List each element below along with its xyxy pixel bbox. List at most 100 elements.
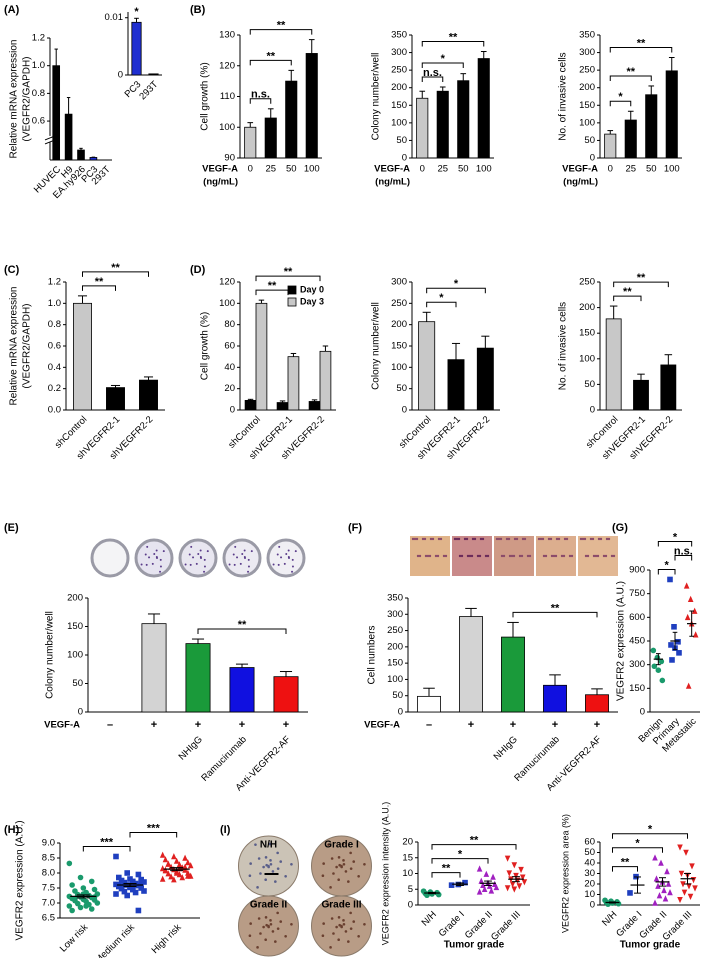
condition-value: + xyxy=(283,719,289,731)
data-point xyxy=(681,889,688,896)
condition-value: + xyxy=(468,719,474,731)
data-point xyxy=(88,906,95,912)
panel-label: (G) xyxy=(612,522,628,534)
data-point xyxy=(677,844,683,851)
texture-dot xyxy=(347,880,350,883)
texture-dot xyxy=(254,843,257,846)
data-point xyxy=(165,870,172,877)
y-axis-label: VEGFR2 expression area (%) xyxy=(560,814,570,933)
texture-dot xyxy=(269,859,272,862)
data-point xyxy=(185,859,191,866)
data-point xyxy=(667,889,673,896)
significance-bracket xyxy=(421,62,464,69)
significance-bracket xyxy=(249,59,292,66)
x-tick-label: N/H xyxy=(600,909,619,928)
significance-bracket xyxy=(609,46,673,53)
texture-dot xyxy=(602,554,606,558)
data-point xyxy=(182,863,188,870)
colony-well-images xyxy=(90,538,306,578)
texture-dot xyxy=(486,554,490,558)
texture-dot xyxy=(272,563,275,566)
data-point xyxy=(521,879,528,886)
texture-dot xyxy=(274,880,277,883)
significance-label: * xyxy=(454,278,459,290)
y-tick-label: 250 xyxy=(579,277,595,288)
y-axis-label: Cell growth (%) xyxy=(200,312,211,380)
texture-dot xyxy=(594,554,598,558)
data-point xyxy=(504,855,511,862)
data-point xyxy=(80,885,87,891)
texture-dot xyxy=(549,537,553,541)
data-point xyxy=(692,885,698,892)
data-point xyxy=(655,882,661,889)
texture-dot xyxy=(357,934,360,938)
texture-dot xyxy=(277,563,280,566)
texture-dot xyxy=(203,570,206,573)
y-tick-label: 50 xyxy=(392,690,403,701)
texture-dot xyxy=(153,553,156,556)
x-prefix-label: (ng/mL) xyxy=(563,177,598,188)
texture-dot xyxy=(476,554,480,558)
y-axis-label: No. of invasive cells xyxy=(558,52,569,140)
data-point xyxy=(651,663,658,670)
y-tick-label: 900 xyxy=(629,565,645,576)
data-point xyxy=(116,874,122,881)
texture-dot xyxy=(291,558,294,561)
texture-dot xyxy=(247,570,250,573)
texture-dot xyxy=(148,556,151,559)
y-axis-label: No. of invasive cells xyxy=(558,302,569,390)
condition-label: VEGF-A xyxy=(44,720,80,731)
data-point xyxy=(511,886,518,893)
data-point xyxy=(506,870,513,877)
texture-dot xyxy=(269,919,272,922)
data-point xyxy=(124,870,130,876)
texture-dot xyxy=(607,537,611,541)
texture-dot xyxy=(195,562,198,565)
texture-dot xyxy=(280,556,283,559)
texture-dot xyxy=(248,874,252,878)
texture-dot xyxy=(236,556,239,559)
texture-dot xyxy=(344,930,348,933)
significance-label: ** xyxy=(284,266,293,278)
texture-dot xyxy=(612,554,616,558)
texture-dot xyxy=(247,558,250,561)
bar xyxy=(308,401,321,411)
x-axis-label: Tumor grade xyxy=(444,940,505,951)
data-point xyxy=(650,647,657,654)
texture-dot xyxy=(287,549,290,552)
panel-label: (A) xyxy=(4,4,20,16)
legend-label: Day 0 xyxy=(300,284,324,294)
y-tick-label: 100 xyxy=(67,650,83,661)
texture-dot xyxy=(507,537,511,541)
texture-dot xyxy=(347,940,350,943)
data-point xyxy=(652,899,658,906)
bar xyxy=(185,643,211,713)
x-tick-label: 293T xyxy=(137,79,160,102)
texture-dot xyxy=(239,562,242,565)
bar xyxy=(417,695,441,713)
data-point xyxy=(476,865,483,872)
texture-dot xyxy=(342,919,345,922)
y-tick-label: 7.5 xyxy=(42,883,55,894)
data-point xyxy=(659,677,666,684)
texture-dot xyxy=(254,903,257,906)
data-point xyxy=(69,882,75,888)
data-point xyxy=(88,878,95,885)
texture-dot xyxy=(190,545,193,548)
texture-dot xyxy=(338,863,341,867)
significance-bracket xyxy=(431,844,517,850)
data-point xyxy=(83,903,89,909)
significance-bracket xyxy=(421,76,444,83)
texture-dot xyxy=(321,874,325,878)
y-tick-label: 110 xyxy=(220,91,235,102)
texture-dot xyxy=(413,537,417,541)
x-tick-label: 0 xyxy=(248,164,253,175)
texture-dot xyxy=(249,862,252,865)
significance-bracket xyxy=(612,833,688,839)
bar xyxy=(264,117,277,159)
y-tick-label: 0.01 xyxy=(105,12,124,23)
texture-dot xyxy=(342,922,346,926)
texture-dot xyxy=(279,920,283,923)
y-tick-label: 20 xyxy=(224,383,235,394)
y-tick-label: 300 xyxy=(579,47,595,58)
